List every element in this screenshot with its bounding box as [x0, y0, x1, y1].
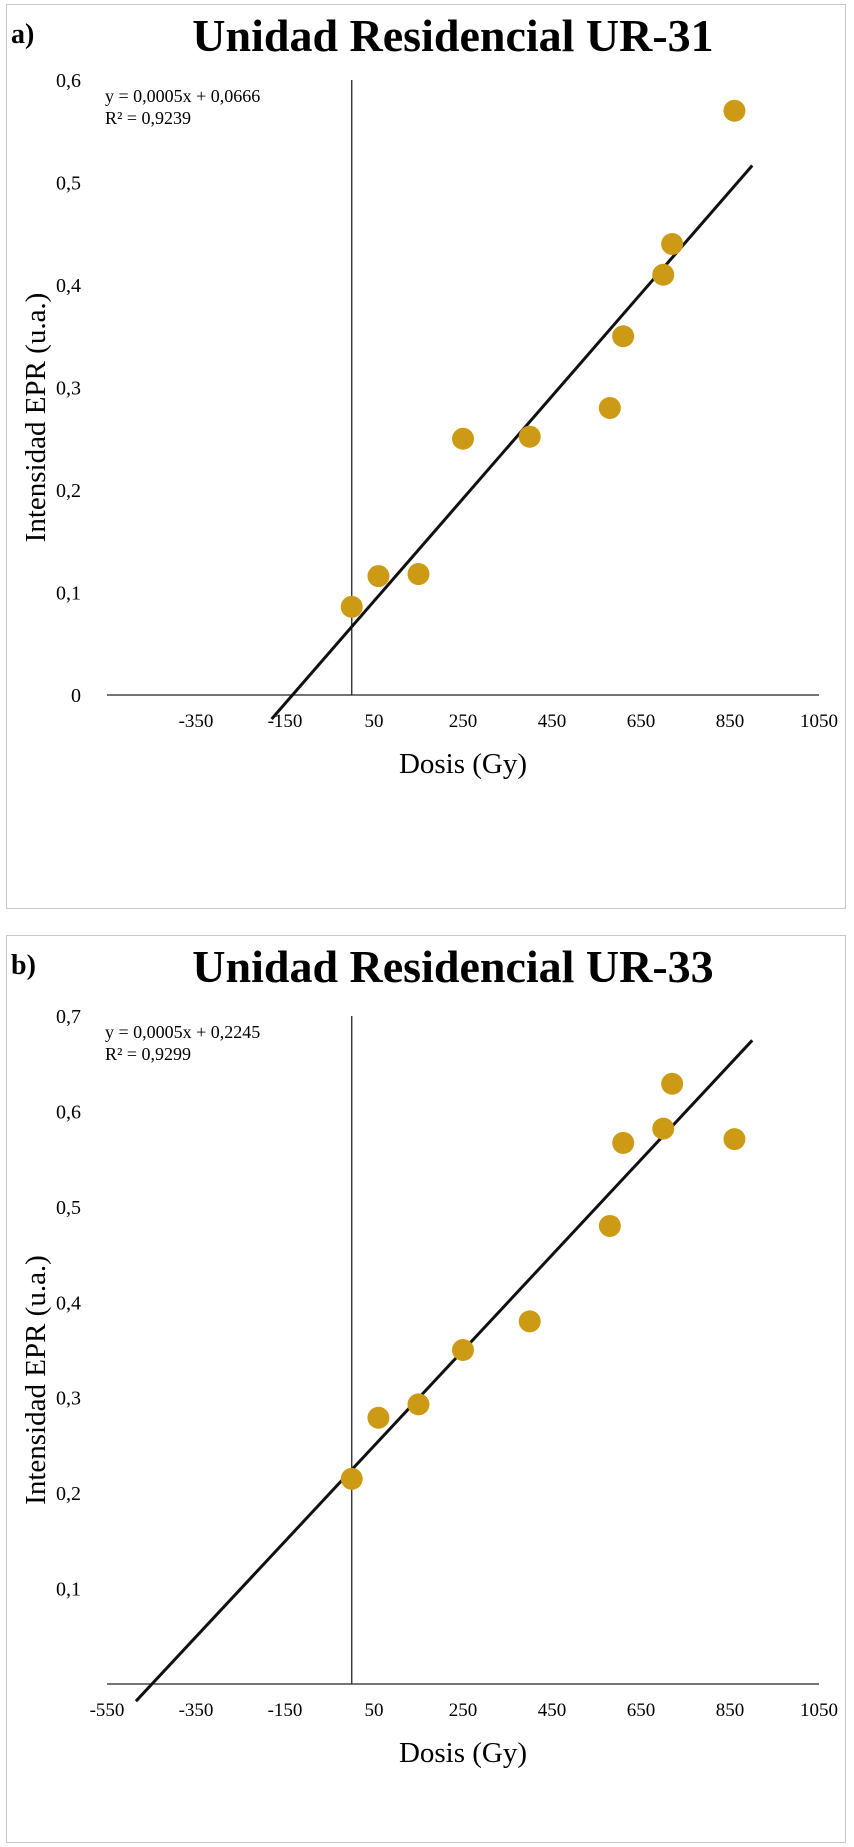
data-point	[598, 397, 621, 419]
data-point	[367, 1406, 390, 1429]
equation-label-b: y = 0,0005x + 0,2245	[105, 1022, 260, 1042]
x-tick-label: 850	[716, 1700, 745, 1721]
trendline-a	[270, 164, 754, 720]
chart-panel-a: a) Unidad Residencial UR-31 0 0,1 0,2 0,3 0,4 0…	[6, 4, 846, 909]
data-point	[340, 595, 363, 618]
y-tick-label: 0,3	[56, 1388, 81, 1410]
x-tick-label: 1050	[800, 711, 838, 732]
trendline-b	[134, 1039, 754, 1703]
y-tick-label: 0,6	[56, 1101, 81, 1123]
data-point	[407, 1393, 430, 1416]
data-point	[661, 233, 684, 255]
data-point	[518, 1310, 541, 1333]
y-tick-label: 0,5	[56, 1197, 81, 1219]
r-squared-label-b: R² = 0,9299	[105, 1044, 191, 1064]
x-tick-label: 850	[716, 711, 745, 732]
y-tick-label: 0,1	[56, 1579, 81, 1601]
chart-panel-b: b) Unidad Residencial UR-33 0,1 0,2 0,3 0,4 0,…	[6, 935, 846, 1843]
y-tick-label: 0,2	[56, 1483, 81, 1505]
y-tick-label: 0,4	[56, 1292, 81, 1314]
data-point	[452, 427, 474, 450]
x-tick-label: 650	[627, 1700, 656, 1721]
x-tick-label: -550	[90, 1700, 125, 1721]
panel-label-a: a)	[11, 19, 34, 50]
data-point	[612, 325, 635, 348]
data-point	[407, 563, 430, 586]
x-tick-label: -150	[268, 1700, 303, 1721]
x-tick-label: 250	[449, 711, 478, 732]
data-point	[723, 1128, 746, 1151]
data-point	[652, 263, 675, 286]
chart-b-svg: b) Unidad Residencial UR-33 0,1 0,2 0,3 0,4 0,…	[11, 941, 838, 1769]
y-tick-label: 0,6	[56, 70, 81, 92]
panel-label-b: b)	[11, 950, 36, 981]
x-tick-label: -150	[268, 711, 303, 732]
x-tick-label: -350	[179, 1700, 214, 1721]
data-point	[518, 425, 541, 448]
chart-a-svg: a) Unidad Residencial UR-31 0 0,1 0,2 0,3 0,4 0…	[11, 10, 838, 780]
chart-title-a: Unidad Residencial UR-31	[192, 10, 713, 61]
x-tick-label: 450	[538, 711, 567, 732]
y-tick-label: 0,7	[56, 1006, 81, 1028]
y-axis-title-a: Intensidad EPR (u.a.)	[20, 293, 52, 543]
data-point	[340, 1467, 363, 1490]
data-point	[612, 1131, 635, 1154]
x-tick-label: 1050	[800, 1700, 838, 1721]
x-tick-label: -350	[179, 711, 214, 732]
x-axis-title-a: Dosis (Gy)	[399, 748, 527, 780]
x-tick-label: 50	[365, 1700, 384, 1721]
x-axis-title-b: Dosis (Gy)	[399, 1737, 527, 1769]
chart-title-b: Unidad Residencial UR-33	[192, 941, 713, 992]
r-squared-label-a: R² = 0,9239	[105, 108, 191, 128]
data-point	[661, 1072, 684, 1095]
data-point	[367, 565, 390, 588]
x-tick-label: 50	[365, 711, 384, 732]
y-axis-title-b: Intensidad EPR (u.a.)	[20, 1255, 52, 1505]
data-point	[723, 99, 746, 122]
equation-label-a: y = 0,0005x + 0,0666	[105, 86, 260, 106]
y-tick-label: 0,1	[56, 583, 81, 605]
y-tick-label: 0,3	[56, 378, 81, 400]
data-point	[652, 1117, 675, 1140]
x-tick-label: 250	[449, 1700, 478, 1721]
y-tick-label: 0	[71, 685, 81, 707]
x-tick-label: 450	[538, 1700, 567, 1721]
y-tick-label: 0,4	[56, 275, 81, 297]
y-tick-label: 0,5	[56, 173, 81, 195]
data-point	[452, 1339, 474, 1361]
y-tick-label: 0,2	[56, 480, 81, 502]
data-point	[598, 1214, 621, 1237]
x-tick-label: 650	[627, 711, 656, 732]
